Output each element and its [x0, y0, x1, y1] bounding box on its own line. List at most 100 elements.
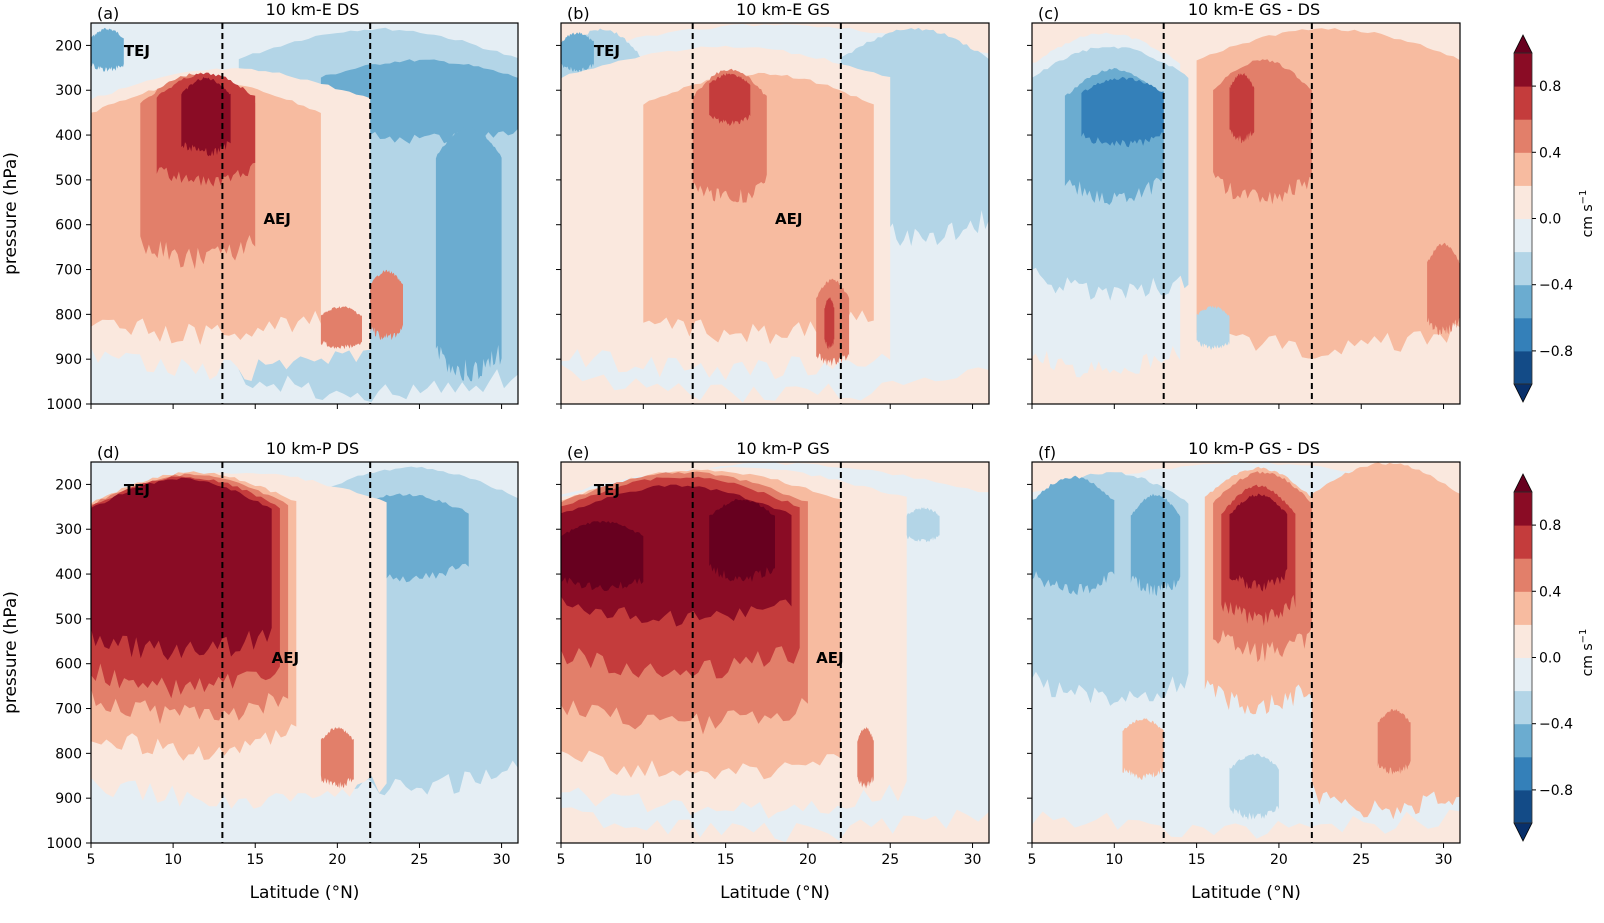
panel-e: TEJ AEJ 10 km-P GS (e) 5 10 15 20 25 30 Latitude (… — [556, 439, 990, 903]
x-tick-label: 15 — [246, 852, 264, 868]
contour-region — [1427, 242, 1460, 336]
colorbar-segment — [1514, 789, 1532, 824]
plot-area — [91, 23, 518, 404]
x-tick-label: 10 — [634, 852, 652, 868]
colorbar-label: cm s−1 — [1578, 190, 1596, 238]
annotation-tej: TEJ — [594, 481, 620, 499]
plot-area — [561, 462, 989, 843]
y-tick-label: 400 — [55, 567, 82, 583]
colorbar-tick-label: 0.8 — [1539, 518, 1561, 534]
contour-region — [1130, 493, 1181, 596]
contour-region — [561, 32, 594, 73]
x-tick-label: 10 — [164, 852, 182, 868]
x-tick-label: 10 — [1105, 852, 1123, 868]
colorbar-tick-label: −0.4 — [1539, 717, 1573, 733]
panel-f: 10 km-P GS - DS (f) 5 10 15 20 25 30 Latitude (°… — [1027, 439, 1461, 903]
colorbar-segment — [1514, 185, 1532, 219]
colorbar-segment — [1514, 350, 1532, 385]
axes-frame — [1031, 461, 1461, 844]
contour-region — [1229, 753, 1279, 820]
contour-region — [561, 521, 644, 591]
colorbar-tick-label: −0.4 — [1539, 278, 1573, 294]
panel-tag: (f) — [1038, 443, 1056, 462]
colorbar-segment — [1514, 53, 1532, 87]
colorbar-tick-label: 0.8 — [1539, 79, 1561, 95]
panel-title: 10 km-E DS — [266, 0, 360, 19]
colorbar-label: cm s−1 — [1578, 629, 1596, 677]
contour-region — [1229, 493, 1288, 592]
y-tick-label: 400 — [55, 128, 82, 144]
y-tick-label: 700 — [55, 702, 82, 718]
colorbar-extend-min — [1513, 822, 1533, 842]
plot-area — [1032, 23, 1460, 404]
colorbar-tick-label: 0.4 — [1539, 145, 1561, 161]
panel-b: TEJ AEJ 10 km-E GS (b) — [556, 0, 990, 409]
panel-tag: (e) — [567, 443, 589, 462]
x-tick-label: 5 — [557, 852, 566, 868]
x-tick-label: 30 — [964, 852, 982, 868]
y-axis-label: pressure (hPa) — [1, 152, 21, 275]
y-tick-label: 500 — [55, 173, 82, 189]
y-tick-label: 600 — [55, 657, 82, 673]
colorbar-segment — [1514, 723, 1532, 758]
annotation-tej: TEJ — [594, 42, 620, 60]
contour-region — [1196, 305, 1230, 350]
panel-title: 10 km-E GS — [736, 0, 830, 19]
contour-region — [824, 297, 835, 350]
colorbar-segment — [1514, 317, 1532, 352]
y-tick-label: 700 — [55, 263, 82, 279]
colorbar-segment — [1514, 492, 1532, 526]
y-tick-label: 600 — [55, 218, 82, 234]
colorbar-segment — [1514, 558, 1532, 592]
y-tick-label: 1000 — [46, 397, 82, 413]
contour-region — [91, 27, 124, 72]
contour-region — [1311, 462, 1460, 820]
x-tick-label: 20 — [799, 852, 817, 868]
contour-region — [320, 306, 362, 350]
contour-region — [906, 507, 940, 543]
panel-d: TEJ AEJ 10 km-P DS (d) 200 300 400 500 600 700 800… — [1, 439, 519, 903]
colorbar-segment — [1514, 690, 1532, 725]
annotation-aej: AEJ — [272, 649, 299, 667]
contour-region — [709, 498, 775, 582]
colorbar-extend-max — [1513, 34, 1533, 54]
colorbar-segment — [1514, 86, 1532, 120]
y-tick-label: 1000 — [46, 836, 82, 852]
contour-region — [370, 269, 403, 341]
x-tick-label: 30 — [1435, 852, 1453, 868]
x-tick-label: 25 — [881, 852, 899, 868]
colorbar-segment — [1514, 756, 1532, 791]
x-tick-label: 15 — [717, 852, 735, 868]
x-tick-label: 20 — [1270, 852, 1288, 868]
x-tick-label: 30 — [493, 852, 511, 868]
contour-region — [1122, 718, 1164, 780]
panel-c: 10 km-E GS - DS (c) — [1027, 0, 1461, 409]
axes-frame — [90, 22, 519, 405]
annotation-tej: TEJ — [124, 42, 150, 60]
contour-region — [181, 77, 231, 157]
colorbar-segment — [1514, 624, 1532, 658]
x-tick-label: 15 — [1188, 852, 1206, 868]
colorbar-tick-label: 0.0 — [1539, 651, 1561, 667]
colorbar-segment — [1514, 284, 1532, 319]
axes-frame — [560, 22, 990, 405]
colorbar-tick-label: −0.8 — [1539, 783, 1573, 799]
panel-tag: (d) — [97, 443, 120, 462]
y-axis-label: pressure (hPa) — [1, 591, 21, 714]
colorbar-segment — [1514, 119, 1532, 153]
x-axis-label: Latitude (°N) — [1191, 883, 1301, 903]
panel-a: TEJ AEJ 10 km-E DS (a) 200 300 400 500 600 700 800… — [1, 0, 519, 413]
panel-tag: (b) — [567, 4, 590, 23]
annotation-tej: TEJ — [124, 481, 150, 499]
contour-region — [709, 73, 751, 126]
colorbar-extend-min — [1513, 383, 1533, 403]
contour-region — [1377, 708, 1411, 775]
y-tick-label: 800 — [55, 307, 82, 323]
colorbar-1: 0.8 0.4 0.0 −0.4 −0.8 cm s−1 — [1513, 34, 1596, 403]
colorbar-extend-max — [1513, 473, 1533, 493]
colorbar-segment — [1514, 152, 1532, 186]
x-tick-label: 25 — [1352, 852, 1370, 868]
panel-tag: (c) — [1038, 4, 1059, 23]
contour-region — [857, 726, 874, 789]
